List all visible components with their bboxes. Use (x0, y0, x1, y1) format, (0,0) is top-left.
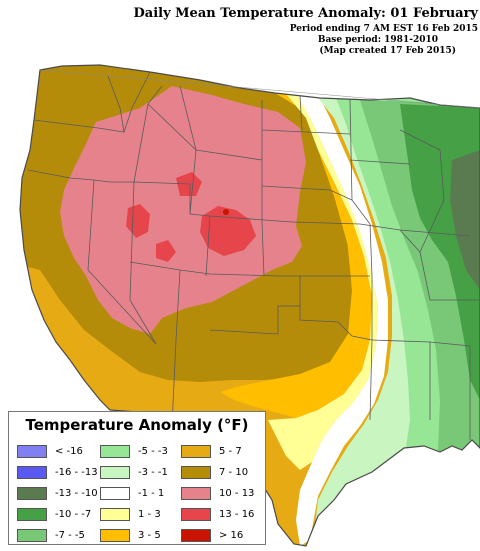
legend-label: 7 - 10 (219, 467, 249, 478)
border-mn-ia (349, 159, 411, 165)
border-ne-ks (291, 221, 361, 225)
border-id-mt (123, 71, 151, 133)
border-sd-ne (261, 185, 353, 201)
border-nd-mt-east (299, 95, 303, 131)
legend-swatch (100, 529, 130, 542)
legend-swatch (100, 466, 130, 479)
legend-label: 1 - 3 (138, 509, 161, 520)
legend-label: -13 - -10 (55, 488, 98, 499)
legend-swatch (17, 487, 47, 500)
legend-swatch (181, 466, 211, 479)
legend-swatch (100, 508, 130, 521)
border-ut-az-co-nm (129, 261, 300, 277)
border-ut-co (205, 215, 211, 277)
map-title: Daily Mean Temperature Anomaly: 01 Febru… (133, 6, 479, 21)
legend-swatch (17, 445, 47, 458)
legend-label: -5 - -3 (138, 446, 168, 457)
period-label: Period ending 7 AM EST 16 Feb 2015 (289, 24, 478, 34)
zone-above-16 (223, 209, 229, 215)
border-nm-tx (209, 305, 300, 335)
border-wy-ne-co (261, 160, 265, 277)
border-il-mo (399, 229, 471, 237)
legend-swatch (181, 529, 211, 542)
zone-near-normal (296, 96, 388, 546)
border-ms-al (429, 341, 471, 440)
border-mn-ia-mo (349, 99, 373, 277)
border-az-nm (171, 269, 181, 427)
legend-label: < -16 (55, 446, 83, 457)
legend-swatch (17, 508, 47, 521)
legend-title: Temperature Anomaly (°F) (25, 416, 249, 434)
legend-label: 3 - 5 (138, 530, 161, 541)
legend-swatch (17, 466, 47, 479)
border-ut-north (133, 181, 191, 214)
zone-13-16-utah-south (156, 240, 176, 262)
legend-swatch (181, 508, 211, 521)
zone-1-3 (268, 94, 378, 470)
border-wi-il-ky (399, 129, 480, 301)
base-period-label: Base period: 1981-2010 (317, 35, 438, 45)
legend-label: > 16 (219, 530, 244, 541)
legend-label: -16 - -13 (55, 467, 98, 478)
border-id-mt-west (179, 85, 197, 151)
legend: Temperature Anomaly (°F) < -16 -16 - -13… (8, 411, 266, 545)
border-nv-ut-az (129, 181, 157, 345)
zone-10-13 (60, 86, 306, 334)
border-ca-nv (87, 179, 157, 345)
legend-label: -10 - -7 (55, 509, 92, 520)
zone-minus10-minus13 (450, 150, 480, 290)
legend-label: -3 - -1 (138, 467, 168, 478)
legend-swatch (100, 445, 130, 458)
border-nd-sd (261, 129, 351, 135)
legend-label: -1 - 1 (138, 488, 165, 499)
legend-label: 5 - 7 (219, 446, 242, 457)
border-wy-ut-co (189, 149, 293, 223)
legend-label: -7 - -5 (55, 530, 85, 541)
coastline (19, 64, 480, 547)
legend-swatch (100, 487, 130, 500)
legend-swatch (17, 529, 47, 542)
northern-border (39, 69, 480, 109)
created-label: (Map created 17 Feb 2015) (319, 46, 456, 56)
legend-label: 10 - 13 (219, 488, 255, 499)
border-ok-tx (299, 276, 373, 341)
legend-label: 13 - 16 (219, 509, 255, 520)
state-borders (27, 71, 480, 440)
legend-swatch (181, 445, 211, 458)
legend-swatch (181, 487, 211, 500)
